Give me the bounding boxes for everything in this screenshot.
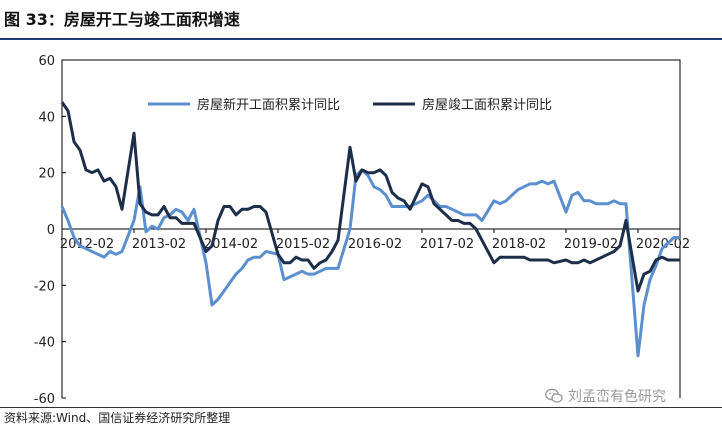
y-tick-label: 20 [38, 167, 55, 182]
legend-label-2: 房屋竣工面积累计同比 [422, 97, 552, 113]
watermark: 刘孟峦有色研究 [545, 386, 666, 406]
x-tick-label: 2020-02 [636, 237, 690, 252]
y-tick-label: -40 [34, 336, 55, 351]
series-line-1 [60, 168, 680, 358]
x-tick-label: 2014-02 [204, 237, 258, 252]
watermark-text: 刘孟峦有色研究 [568, 389, 666, 405]
x-tick-label: 2018-02 [492, 237, 546, 252]
source-note: 资料来源:Wind、国信证券经济研究所整理 [4, 411, 231, 425]
x-tick-label: 2016-02 [348, 237, 402, 252]
y-tick-label: 40 [38, 110, 55, 125]
figure-title: 图 33：房屋开工与竣工面积增速 [4, 10, 240, 29]
x-tick-label: 2012-02 [60, 237, 114, 252]
y-tick-label: -20 [34, 279, 55, 294]
series-line-2 [60, 101, 680, 293]
chart-legend: 房屋新开工面积累计同比 房屋竣工面积累计同比 [148, 97, 552, 113]
x-tick-label: 2013-02 [132, 237, 186, 252]
y-tick-label: 0 [47, 223, 55, 238]
wechat-icon [545, 388, 563, 403]
y-tick-label: 60 [38, 54, 55, 69]
axes: 60 40 20 0 -20 -40 -60 2012-02 2013-02 2014-02 201… [34, 54, 690, 407]
x-tick-label: 2019-02 [564, 237, 618, 252]
x-tick-label: 2017-02 [420, 237, 474, 252]
legend-label-1: 房屋新开工面积累计同比 [197, 97, 340, 113]
series-lines [60, 101, 680, 358]
footer-divider [0, 407, 722, 408]
y-tick-label: -60 [34, 392, 55, 407]
title-divider [0, 38, 722, 40]
x-tick-label: 2015-02 [276, 237, 330, 252]
